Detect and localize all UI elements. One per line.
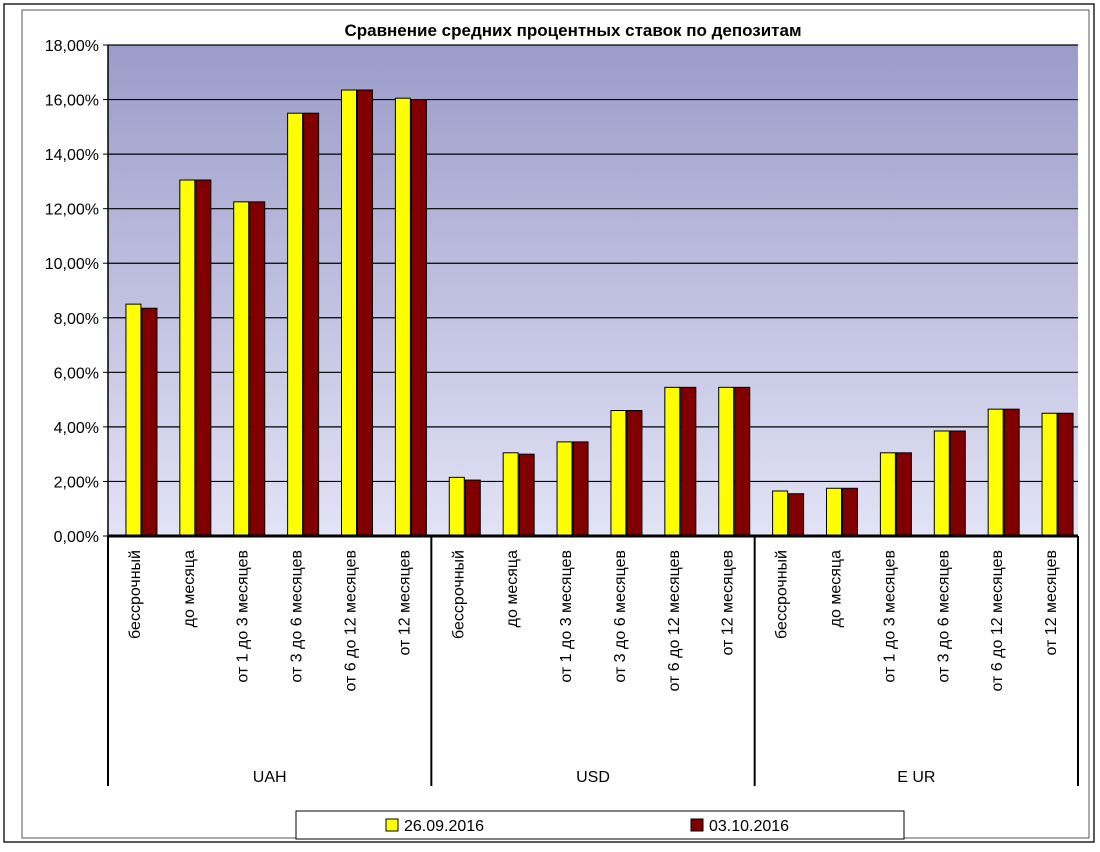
bar-series-1: [287, 112, 304, 537]
bar-series-1: [610, 410, 627, 537]
bar-series-1: [879, 452, 896, 537]
legend-swatch-series-1: [385, 818, 399, 832]
legend-label-series-2: 03.10.2016: [709, 818, 789, 835]
bar-series-1: [125, 303, 142, 537]
bar-series-1: [664, 386, 681, 537]
y-tick-label: 10,00%: [45, 256, 99, 273]
bar-series-1: [718, 386, 735, 537]
bar-series-1: [179, 179, 196, 537]
axis-layer: [107, 45, 1079, 786]
bar-series-1: [394, 97, 411, 537]
bar-series-2: [895, 452, 912, 537]
category-label: от 1 до 3 месяцев: [235, 550, 252, 683]
y-tick-label: 6,00%: [54, 365, 99, 382]
category-label: от 6 до 12 месяцев: [343, 550, 360, 692]
category-label: бессрочный: [774, 550, 791, 639]
y-tick-label: 14,00%: [45, 147, 99, 164]
bar-series-1: [1041, 412, 1058, 537]
bar-series-1: [233, 201, 250, 537]
y-tick-label: 0,00%: [54, 529, 99, 546]
bar-layer: [125, 89, 1074, 537]
category-label: от 6 до 12 месяцев: [989, 550, 1006, 692]
y-tick-label: 18,00%: [45, 38, 99, 55]
y-axis-ticks: 0,00% 2,00% 4,00% 6,00% 8,00% 10,00% 12,00% 14,…: [45, 38, 108, 546]
category-label: до месяца: [828, 550, 845, 627]
bar-series-1: [448, 476, 465, 537]
category-label: до месяца: [504, 550, 521, 627]
category-label: от 3 до 6 месяцев: [935, 550, 952, 683]
x-axis-labels: бессрочный до месяца от 1 до 3 месяцев от 3…: [127, 550, 1060, 692]
category-label: до месяца: [181, 550, 198, 627]
bar-series-2: [1003, 408, 1020, 537]
category-label: от 1 до 3 месяцев: [558, 550, 575, 683]
bar-series-1: [987, 408, 1004, 537]
grid-layer: [108, 44, 1078, 483]
bar-series-1: [341, 89, 357, 537]
bar-series-2: [357, 89, 373, 537]
bar-series-2: [195, 179, 212, 537]
y-tick-label: 4,00%: [54, 420, 99, 437]
bar-series-2: [1057, 412, 1074, 537]
bar-series-1: [933, 430, 950, 537]
bar-series-2: [249, 201, 266, 537]
bar-series-2: [572, 441, 589, 537]
bar-series-2: [464, 479, 481, 537]
category-label: от 1 до 3 месяцев: [881, 550, 898, 683]
group-label: USD: [576, 769, 610, 786]
group-label: E UR: [897, 769, 935, 786]
legend: 26.09.2016 03.10.2016: [295, 810, 905, 840]
bar-series-2: [518, 453, 535, 537]
bar-series-2: [734, 386, 751, 537]
group-label: UAH: [253, 769, 287, 786]
bar-series-1: [556, 441, 573, 537]
plot-area: [108, 45, 1078, 536]
bar-series-1: [772, 490, 789, 537]
category-label: бессрочный: [127, 550, 144, 639]
bar-series-2: [949, 430, 966, 537]
legend-box: [295, 810, 905, 840]
bar-series-1: [502, 452, 519, 537]
y-tick-label: 12,00%: [45, 202, 99, 219]
y-tick-label: 2,00%: [54, 474, 99, 491]
bar-series-2: [680, 386, 697, 537]
bar-series-1: [826, 487, 842, 537]
y-tick-label: 8,00%: [54, 311, 99, 328]
bar-series-2: [410, 99, 427, 537]
category-label: от 12 месяцев: [396, 550, 413, 656]
bar-series-2: [788, 493, 805, 537]
category-label: от 3 до 6 месяцев: [289, 550, 306, 683]
legend-label-series-1: 26.09.2016: [404, 818, 484, 835]
category-label: от 12 месяцев: [720, 550, 737, 656]
bar-series-2: [842, 487, 858, 537]
category-label: от 3 до 6 месяцев: [612, 550, 629, 683]
category-label: от 6 до 12 месяцев: [666, 550, 683, 692]
y-tick-label: 16,00%: [45, 93, 99, 110]
bar-series-2: [303, 112, 320, 537]
bar-series-2: [626, 410, 643, 537]
chart-title: Сравнение средних процентных ставок по д…: [344, 21, 801, 40]
category-label: бессрочный: [450, 550, 467, 639]
bar-series-2: [141, 307, 158, 537]
group-labels: UAH USD E UR: [253, 769, 936, 786]
category-label: от 12 месяцев: [1043, 550, 1060, 656]
legend-swatch-series-2: [690, 818, 704, 832]
